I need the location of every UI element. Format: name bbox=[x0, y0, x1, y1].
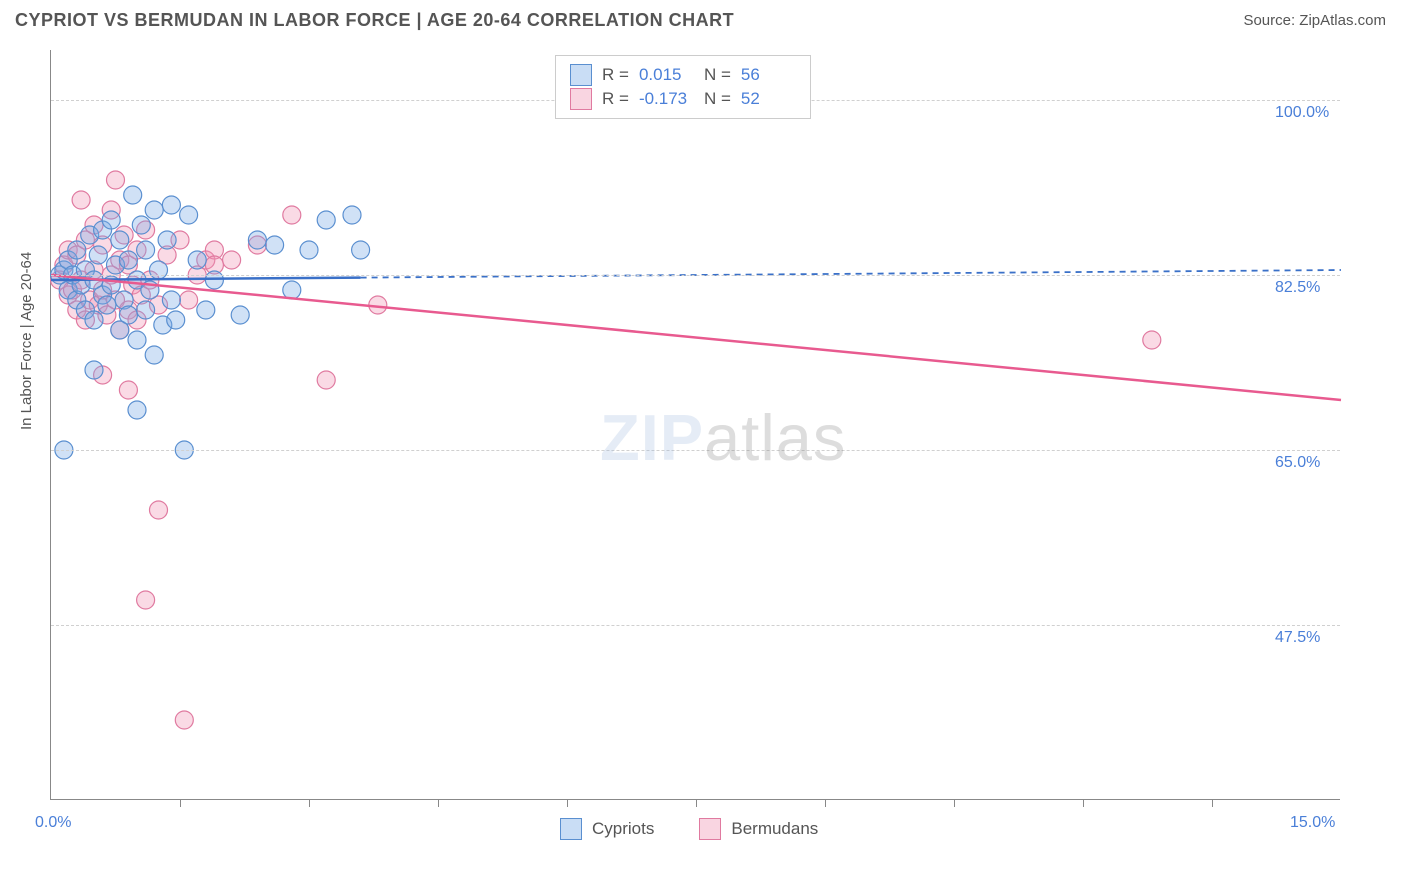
y-tick-label: 100.0% bbox=[1275, 104, 1329, 122]
legend-label-cypriots: Cypriots bbox=[592, 819, 654, 839]
data-point bbox=[72, 191, 90, 209]
scatter-plot-svg bbox=[51, 50, 1340, 799]
x-tick bbox=[1083, 799, 1084, 807]
data-point bbox=[167, 311, 185, 329]
x-tick bbox=[309, 799, 310, 807]
r-value-cypriots: 0.015 bbox=[639, 65, 694, 85]
x-tick bbox=[438, 799, 439, 807]
data-point bbox=[352, 241, 370, 259]
data-point bbox=[175, 711, 193, 729]
data-point bbox=[68, 241, 86, 259]
data-point bbox=[85, 361, 103, 379]
stats-row-cypriots: R = 0.015 N = 56 bbox=[570, 64, 796, 86]
data-point bbox=[137, 591, 155, 609]
data-point bbox=[111, 231, 129, 249]
r-label: R = bbox=[602, 89, 629, 109]
data-point bbox=[188, 251, 206, 269]
swatch-blue-icon bbox=[560, 818, 582, 840]
legend-item-bermudans: Bermudans bbox=[699, 818, 818, 840]
n-value-bermudans: 52 bbox=[741, 89, 796, 109]
x-tick bbox=[567, 799, 568, 807]
r-value-bermudans: -0.173 bbox=[639, 89, 694, 109]
x-end-label: 15.0% bbox=[1290, 814, 1335, 832]
data-point bbox=[283, 281, 301, 299]
swatch-blue-icon bbox=[570, 64, 592, 86]
data-point bbox=[145, 201, 163, 219]
x-tick bbox=[954, 799, 955, 807]
data-point bbox=[150, 261, 168, 279]
n-value-cypriots: 56 bbox=[741, 65, 796, 85]
data-point bbox=[1143, 331, 1161, 349]
data-point bbox=[317, 371, 335, 389]
data-point bbox=[132, 216, 150, 234]
data-point bbox=[137, 241, 155, 259]
source-label: Source: ZipAtlas.com bbox=[1243, 12, 1386, 29]
data-point bbox=[162, 196, 180, 214]
data-point bbox=[231, 306, 249, 324]
x-tick bbox=[825, 799, 826, 807]
data-point bbox=[128, 331, 146, 349]
y-tick-label: 47.5% bbox=[1275, 629, 1320, 647]
data-point bbox=[197, 301, 215, 319]
data-point bbox=[119, 306, 137, 324]
data-point bbox=[150, 501, 168, 519]
gridline bbox=[51, 625, 1340, 626]
chart-title: CYPRIOT VS BERMUDAN IN LABOR FORCE | AGE… bbox=[15, 10, 734, 31]
data-point bbox=[124, 186, 142, 204]
swatch-pink-icon bbox=[570, 88, 592, 110]
gridline bbox=[51, 275, 1340, 276]
y-tick-label: 65.0% bbox=[1275, 454, 1320, 472]
data-point bbox=[128, 401, 146, 419]
data-point bbox=[119, 251, 137, 269]
data-point bbox=[145, 346, 163, 364]
x-tick bbox=[696, 799, 697, 807]
data-point bbox=[98, 296, 116, 314]
trend-line-cypriots-dashed bbox=[361, 270, 1341, 278]
data-point bbox=[283, 206, 301, 224]
n-label: N = bbox=[704, 89, 731, 109]
gridline bbox=[51, 450, 1340, 451]
data-point bbox=[180, 206, 198, 224]
series-legend: Cypriots Bermudans bbox=[560, 818, 818, 840]
data-point bbox=[158, 231, 176, 249]
x-start-label: 0.0% bbox=[35, 814, 71, 832]
data-point bbox=[137, 301, 155, 319]
data-point bbox=[102, 211, 120, 229]
x-tick bbox=[1212, 799, 1213, 807]
swatch-pink-icon bbox=[699, 818, 721, 840]
r-label: R = bbox=[602, 65, 629, 85]
data-point bbox=[119, 381, 137, 399]
data-point bbox=[107, 171, 125, 189]
n-label: N = bbox=[704, 65, 731, 85]
chart-plot-area bbox=[50, 50, 1340, 800]
data-point bbox=[89, 246, 107, 264]
data-point bbox=[85, 311, 103, 329]
data-point bbox=[223, 251, 241, 269]
y-tick-label: 82.5% bbox=[1275, 279, 1320, 297]
legend-item-cypriots: Cypriots bbox=[560, 818, 654, 840]
legend-label-bermudans: Bermudans bbox=[731, 819, 818, 839]
data-point bbox=[248, 231, 266, 249]
data-point bbox=[266, 236, 284, 254]
stats-row-bermudans: R = -0.173 N = 52 bbox=[570, 88, 796, 110]
data-point bbox=[317, 211, 335, 229]
stats-legend: R = 0.015 N = 56 R = -0.173 N = 52 bbox=[555, 55, 811, 119]
data-point bbox=[162, 291, 180, 309]
data-point bbox=[343, 206, 361, 224]
x-tick bbox=[180, 799, 181, 807]
y-axis-label: In Labor Force | Age 20-64 bbox=[18, 252, 35, 430]
data-point bbox=[300, 241, 318, 259]
data-point bbox=[180, 291, 198, 309]
